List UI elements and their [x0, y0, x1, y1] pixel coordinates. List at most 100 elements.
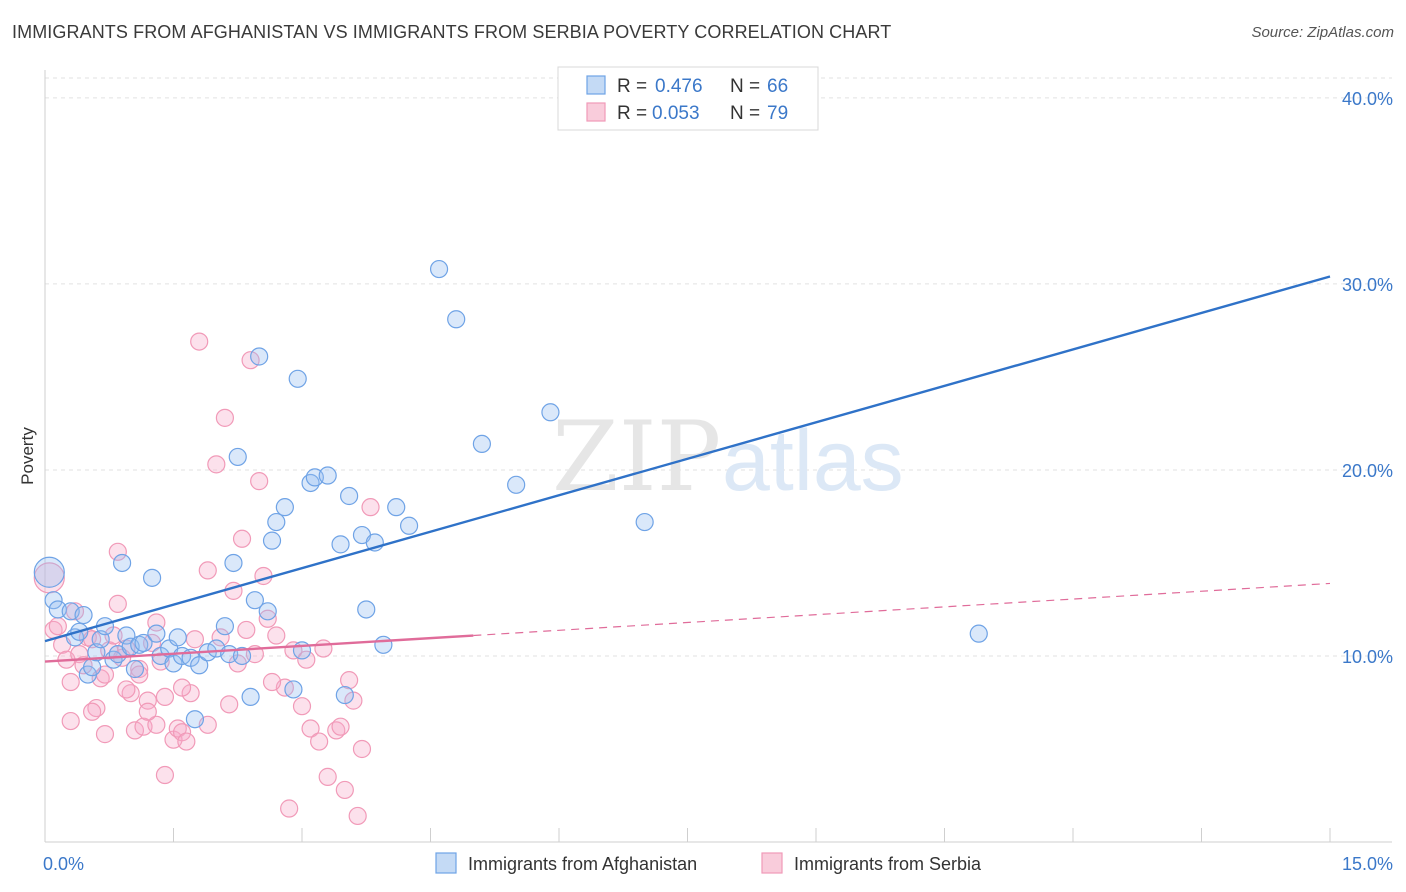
legend-r-value-serbia: 0.053	[652, 103, 700, 124]
tick-labels: 10.0% 20.0% 30.0% 40.0% 0.0% 15.0%	[43, 89, 1393, 874]
serbia-point	[48, 617, 67, 636]
legend-n-value-afghanistan: 66	[767, 76, 788, 97]
serbia-point	[138, 702, 157, 721]
serbia-point	[215, 408, 234, 427]
legend-r-value-afghanistan: 0.476	[655, 76, 703, 97]
y-tick-label: 20.0%	[1342, 461, 1393, 481]
afghanistan-point	[399, 516, 419, 535]
afghanistan-point	[147, 624, 166, 643]
serbia-point	[335, 780, 354, 800]
bottom-legend-swatch-serbia	[761, 852, 783, 874]
serbia-point	[108, 594, 127, 613]
afghanistan-point	[33, 556, 65, 588]
serbia-point	[331, 717, 350, 736]
serbia-point	[314, 639, 333, 658]
afghanistan-point	[541, 403, 560, 422]
serbia-point	[262, 672, 282, 692]
afghanistan-point	[250, 347, 269, 366]
legend-n-label-afghanistan: N =	[730, 76, 760, 97]
trend-lines	[44, 275, 1331, 663]
afghanistan-point	[228, 447, 247, 467]
afghanistan-point	[335, 685, 354, 705]
serbia-point	[61, 672, 80, 692]
serbia-point	[301, 719, 320, 738]
serbia-point	[237, 620, 256, 640]
afghanistan-point	[262, 531, 282, 550]
trend-line-afghanistan	[44, 275, 1331, 643]
serbia-point	[297, 650, 316, 669]
serbia-point	[250, 472, 269, 491]
afghanistan-point	[374, 635, 393, 654]
watermark: ZIP atlas	[552, 401, 904, 513]
afghanistan-point	[245, 591, 264, 610]
x-tick-label-max: 15.0%	[1342, 854, 1393, 874]
serbia-point	[155, 687, 175, 707]
serbia-point	[108, 542, 127, 561]
afghanistan-point	[429, 259, 449, 279]
serbia-point	[211, 628, 230, 647]
bottom-legend-label-serbia: Immigrants from Serbia	[794, 854, 982, 874]
serbia-point	[117, 680, 136, 699]
series-serbia-points	[33, 332, 380, 826]
legend-r-label-serbia: R =	[617, 103, 647, 124]
chart-title: IMMIGRANTS FROM AFGHANISTAN VS IMMIGRANT…	[12, 22, 892, 42]
serbia-point	[207, 455, 226, 474]
legend-swatch-serbia	[586, 102, 606, 122]
source-label: Source: ZipAtlas.com	[1251, 24, 1394, 41]
serbia-point	[352, 739, 372, 759]
serbia-point	[292, 697, 312, 716]
afghanistan-point	[284, 680, 303, 699]
afghanistan-point	[190, 656, 209, 675]
bottom-legend-label-afghanistan: Immigrants from Afghanistan	[468, 854, 697, 874]
serbia-point	[147, 715, 166, 734]
afghanistan-point	[447, 310, 466, 329]
watermark-atlas: atlas	[722, 413, 904, 509]
afghanistan-point	[472, 434, 491, 454]
serbia-point	[185, 630, 205, 649]
afghanistan-point	[112, 553, 132, 573]
afghanistan-point	[74, 605, 93, 625]
afghanistan-point	[969, 624, 988, 643]
serbia-point	[177, 732, 196, 751]
afghanistan-point	[275, 498, 294, 517]
serbia-point	[83, 702, 102, 721]
trend-line-serbia-solid	[44, 634, 474, 663]
afghanistan-point	[215, 617, 234, 636]
afghanistan-point	[117, 626, 136, 645]
afghanistan-point	[288, 369, 307, 388]
serbia-point	[172, 723, 192, 742]
afghanistan-point	[232, 646, 252, 666]
stats-legend: R = 0.476 N = 66 R = 0.053 N = 79	[557, 66, 819, 131]
afghanistan-point	[125, 659, 145, 679]
x-tick-label-min: 0.0%	[43, 854, 84, 874]
serbia-point	[340, 671, 359, 690]
serbia-point	[190, 332, 209, 351]
serbia-point	[318, 767, 337, 786]
serbia-point	[155, 765, 175, 785]
legend-n-label-serbia: N =	[730, 103, 760, 124]
afghanistan-point	[142, 568, 162, 587]
serbia-point	[95, 725, 115, 744]
legend-swatch-afghanistan	[586, 75, 606, 95]
serbia-point	[280, 799, 299, 818]
legend-n-value-serbia: 79	[767, 103, 788, 124]
y-tick-label: 40.0%	[1342, 89, 1393, 109]
afghanistan-point	[507, 475, 526, 494]
afghanistan-point	[387, 498, 406, 517]
afghanistan-point	[224, 553, 243, 573]
afghanistan-point	[267, 512, 286, 532]
bottom-legend-swatch-afghanistan	[435, 852, 457, 874]
afghanistan-point	[134, 633, 153, 653]
legend-r-label-afghanistan: R =	[617, 76, 647, 97]
y-tick-label: 30.0%	[1342, 275, 1393, 295]
afghanistan-point	[357, 600, 376, 619]
afghanistan-point	[318, 466, 337, 485]
afghanistan-point	[258, 602, 277, 621]
afghanistan-point	[340, 486, 359, 506]
serbia-point	[258, 609, 277, 628]
serbia-point	[267, 626, 286, 645]
serbia-point	[61, 711, 80, 731]
y-axis-label: Poverty	[18, 427, 37, 485]
afghanistan-point	[331, 535, 350, 554]
